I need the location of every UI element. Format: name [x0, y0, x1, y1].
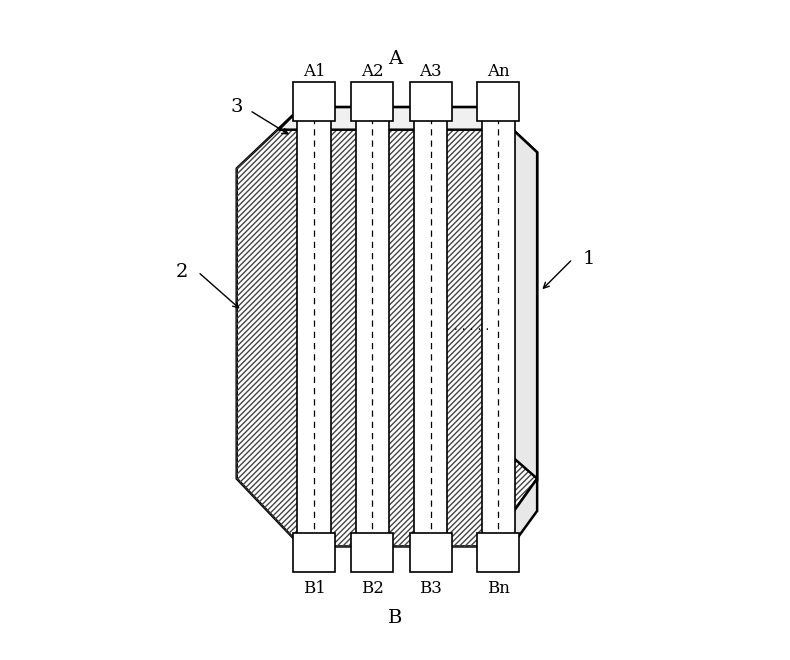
Bar: [409, 533, 452, 572]
Polygon shape: [489, 107, 537, 478]
Text: A3: A3: [419, 63, 442, 80]
Bar: [477, 82, 519, 121]
Text: 3: 3: [231, 98, 243, 116]
Text: . . . . . .: . . . . . .: [446, 320, 489, 333]
Text: B1: B1: [303, 580, 325, 597]
Text: A: A: [388, 50, 402, 67]
Bar: [293, 82, 335, 121]
Text: A2: A2: [361, 63, 384, 80]
Bar: [477, 533, 519, 572]
Text: Bn: Bn: [487, 580, 510, 597]
Bar: [482, 107, 515, 546]
Text: 1: 1: [583, 250, 595, 268]
Bar: [352, 533, 393, 572]
Bar: [352, 82, 393, 121]
Polygon shape: [489, 478, 537, 546]
Text: B: B: [388, 609, 402, 626]
Text: 2: 2: [175, 263, 188, 281]
Text: B2: B2: [361, 580, 384, 597]
Bar: [298, 107, 331, 546]
Polygon shape: [237, 107, 537, 546]
Polygon shape: [279, 107, 511, 130]
Bar: [293, 533, 335, 572]
Text: An: An: [487, 63, 510, 80]
Bar: [356, 107, 389, 546]
Text: B3: B3: [419, 580, 442, 597]
Text: A1: A1: [303, 63, 325, 80]
Bar: [414, 107, 447, 546]
Bar: [409, 82, 452, 121]
